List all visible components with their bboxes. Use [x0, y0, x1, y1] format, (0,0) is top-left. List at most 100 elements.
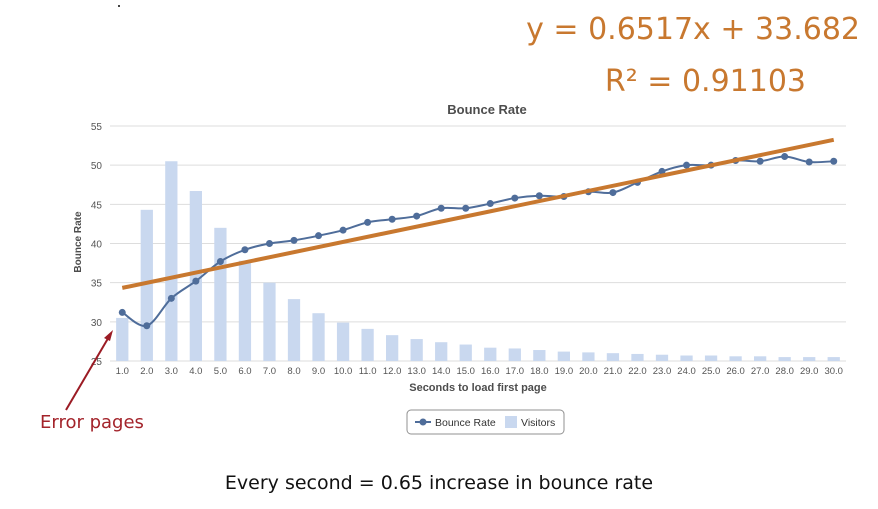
visitors-bar[interactable] — [361, 328, 374, 361]
visitors-bar[interactable] — [582, 352, 595, 361]
y-tick-label: 30 — [91, 318, 103, 329]
visitors-bar[interactable] — [263, 282, 276, 361]
y-tick-label: 50 — [91, 161, 103, 172]
visitors-bar[interactable] — [508, 348, 521, 361]
stray-dot — [118, 5, 120, 7]
bounce-rate-point[interactable] — [265, 240, 273, 247]
bounce-rate-point[interactable] — [437, 204, 445, 212]
visitors-bar[interactable] — [386, 335, 399, 361]
bounce-rate-point[interactable] — [364, 218, 372, 226]
legend-item-visitors[interactable]: Visitors — [521, 417, 555, 429]
bounce-rate-point[interactable] — [830, 157, 838, 165]
visitors-bar[interactable] — [312, 313, 325, 361]
visitors-bar[interactable] — [680, 355, 693, 361]
legend-bar-symbol — [505, 416, 517, 428]
bounce-rate-point[interactable] — [315, 232, 323, 240]
visitors-bar[interactable] — [165, 161, 178, 361]
y-axis-title: Bounce Rate — [73, 211, 84, 273]
visitors-bar[interactable] — [631, 353, 644, 361]
visitors-bar[interactable] — [803, 357, 816, 361]
bounce-rate-point[interactable] — [167, 294, 175, 302]
legend-item-bounce-rate[interactable]: Bounce Rate — [435, 417, 496, 429]
x-axis-title: Seconds to load first page — [409, 382, 547, 394]
visitors-bar[interactable] — [459, 344, 472, 361]
x-tick-label: 1.0 — [116, 366, 129, 377]
bounce-rate-point[interactable] — [756, 157, 764, 165]
x-tick-label: 14.0 — [432, 366, 451, 377]
y-tick-label: 40 — [91, 240, 103, 251]
bounce-rate-point[interactable] — [805, 158, 813, 166]
visitors-bar[interactable] — [533, 350, 546, 361]
x-tick-label: 20.0 — [579, 366, 598, 377]
x-tick-label: 21.0 — [604, 366, 623, 377]
visitors-bar[interactable] — [704, 355, 718, 361]
bounce-rate-point[interactable] — [241, 246, 249, 254]
x-tick-label: 15.0 — [456, 366, 475, 377]
bounce-rate-point[interactable] — [339, 226, 347, 234]
visitors-bar[interactable] — [435, 342, 448, 361]
trend-line — [121, 137, 835, 290]
x-tick-label: 12.0 — [383, 366, 402, 377]
visitors-bar[interactable] — [410, 339, 423, 361]
bounce-rate-point[interactable] — [781, 153, 789, 161]
x-tick-label: 19.0 — [555, 366, 574, 377]
bounce-rate-point[interactable] — [683, 161, 691, 169]
bounce-rate-point[interactable] — [609, 189, 617, 197]
bounce-rate-point[interactable] — [290, 236, 298, 244]
x-tick-label: 11.0 — [359, 366, 377, 377]
visitors-bar[interactable] — [729, 356, 742, 361]
x-tick-label: 3.0 — [165, 366, 178, 377]
x-tick-label: 5.0 — [214, 366, 227, 377]
error-pages-label: Error pages — [40, 412, 144, 433]
x-tick-label: 18.0 — [530, 366, 549, 377]
visitors-bar[interactable] — [116, 317, 129, 361]
visitors-bar[interactable] — [827, 357, 840, 361]
visitors-bar[interactable] — [557, 351, 570, 361]
error-pages-arrow — [65, 334, 111, 411]
visitors-bar[interactable] — [238, 260, 252, 361]
x-tick-label: 24.0 — [677, 366, 696, 377]
x-tick-label: 27.0 — [751, 366, 770, 377]
x-tick-label: 7.0 — [263, 366, 276, 377]
x-tick-label: 23.0 — [653, 366, 672, 377]
x-tick-label: 6.0 — [238, 366, 251, 377]
visitors-bar[interactable] — [484, 347, 497, 361]
bounce-rate-point[interactable] — [118, 308, 126, 316]
arrow-head — [104, 330, 113, 341]
bounce-rate-point[interactable] — [535, 192, 543, 200]
visitors-bar[interactable] — [214, 227, 227, 361]
x-tick-label: 26.0 — [726, 366, 745, 377]
x-tick-label: 30.0 — [824, 366, 843, 377]
x-tick-label: 29.0 — [800, 366, 819, 377]
x-tick-label: 16.0 — [481, 366, 500, 377]
visitors-bar[interactable] — [655, 354, 669, 361]
x-tick-label: 28.0 — [775, 366, 794, 377]
bounce-rate-point[interactable] — [143, 322, 151, 330]
bounce-rate-point[interactable] — [511, 194, 519, 202]
chart-caption: Every second = 0.65 increase in bounce r… — [224, 472, 654, 494]
legend[interactable]: Bounce Rate Visitors — [406, 409, 565, 435]
visitors-bar[interactable] — [287, 299, 301, 361]
bounce-rate-point[interactable] — [413, 212, 421, 220]
visitors-bar[interactable] — [778, 357, 791, 361]
x-tick-label: 8.0 — [287, 366, 300, 377]
bounce-rate-point[interactable] — [462, 204, 470, 212]
x-tick-label: 17.0 — [506, 366, 525, 377]
visitors-bar[interactable] — [336, 322, 350, 361]
bounce-rate-point[interactable] — [388, 215, 396, 223]
x-tick-label: 25.0 — [702, 366, 721, 377]
x-tick-label: 13.0 — [407, 366, 426, 377]
bounce-rate-point[interactable] — [486, 200, 494, 208]
y-tick-label: 45 — [91, 200, 103, 211]
x-tick-label: 4.0 — [189, 366, 202, 377]
visitors-bar[interactable] — [606, 353, 620, 361]
r-squared-label: R² = 0.91103 — [604, 64, 806, 99]
x-tick-label: 10.0 — [334, 366, 353, 377]
x-tick-label: 9.0 — [312, 366, 325, 377]
visitors-bar[interactable] — [754, 356, 767, 361]
visitors-bar[interactable] — [189, 191, 202, 361]
bounce-rate-point[interactable] — [216, 258, 224, 266]
bounce-rate-point[interactable] — [192, 277, 200, 285]
legend-marker-symbol — [419, 418, 427, 426]
y-tick-label: 25 — [91, 357, 103, 368]
